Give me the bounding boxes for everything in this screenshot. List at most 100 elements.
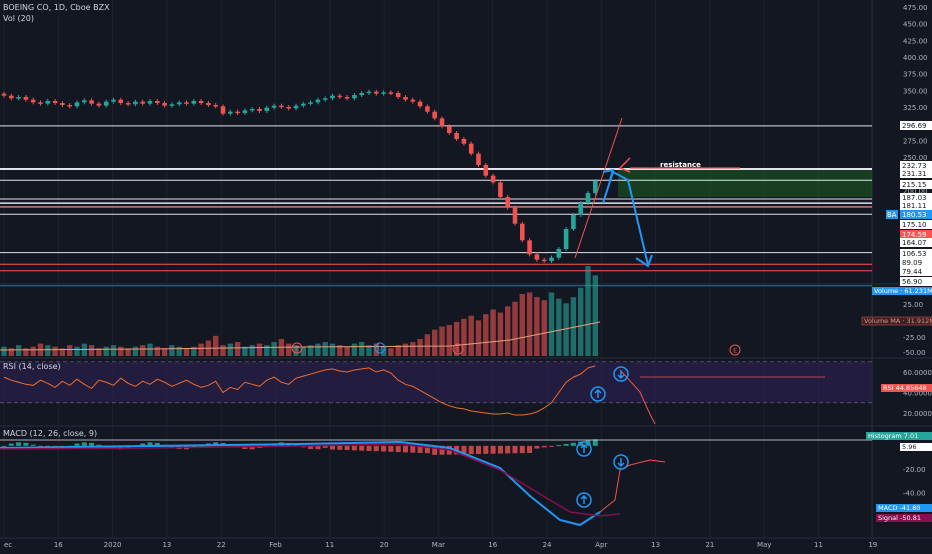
volume-bar (59, 348, 66, 356)
candle-body (60, 103, 65, 105)
price-label-text: 164.07 (902, 239, 927, 247)
candle-body (191, 101, 197, 104)
volume-bar (432, 329, 438, 356)
volume-bar (519, 294, 525, 356)
candle-body (571, 215, 576, 229)
candle-body (133, 101, 138, 105)
price-label-text: 187.03 (902, 194, 927, 202)
candle-body (432, 111, 437, 119)
volume-bar (439, 326, 445, 356)
price-label-box (900, 180, 932, 189)
price-label-text: 175.10 (902, 221, 927, 229)
resistance-label: resistance (660, 161, 701, 169)
x-tick-label: 16 (488, 541, 497, 549)
candle-body (213, 105, 218, 107)
event-marker-label: E (733, 348, 737, 355)
candle-body (410, 99, 416, 102)
price-label-box (900, 161, 932, 170)
event-marker-icon (291, 342, 303, 354)
candle-body (585, 193, 591, 203)
macd-arrow-up-glyph (580, 443, 588, 453)
projection-arrow (602, 170, 649, 266)
candle-body (578, 203, 583, 215)
price-label-box (900, 230, 932, 239)
macd-histogram-bar (344, 445, 350, 451)
event-marker-icon (374, 342, 386, 354)
macd-histogram-bar (395, 445, 401, 453)
volume-bar (578, 287, 584, 356)
macd-line (0, 440, 601, 527)
macd-histogram-bar (30, 444, 36, 446)
candle-body (169, 104, 175, 106)
arrow-head-up (602, 168, 615, 181)
macd-histogram-bar (249, 445, 255, 450)
macd-histogram-bar (23, 442, 29, 446)
macd-histogram-bar (432, 445, 438, 455)
x-tick-label: 2020 (104, 541, 122, 549)
price-label-text: 180.53 (902, 211, 927, 219)
candle-body (279, 105, 284, 108)
price-label-text: 231.31 (902, 170, 927, 178)
candle-body (490, 175, 496, 183)
volume-bar (505, 306, 511, 356)
macd-histogram-bar (424, 445, 430, 454)
x-tick-label: 20 (380, 541, 389, 549)
macd-histogram-bar (81, 442, 87, 446)
histogram-value-text: 5.96 (902, 443, 916, 451)
volume-label-box (872, 287, 932, 295)
volume-bar (446, 325, 452, 356)
volume-ma-line (0, 321, 601, 351)
x-tick-label: Mar (432, 541, 445, 549)
candle-body (155, 101, 160, 103)
price-tick-label: 325.00 (903, 104, 928, 112)
histogram-value-box (900, 443, 932, 451)
macd-histogram-bar (154, 442, 160, 446)
volume-bar (344, 346, 350, 356)
volume-ma-label-box (861, 316, 932, 326)
volume-bar (300, 346, 306, 356)
volume-bar (103, 346, 109, 356)
candle-body (52, 101, 58, 103)
candle-body (220, 106, 226, 114)
macd-histogram-bar (497, 445, 503, 454)
candle-body (527, 240, 532, 255)
macd-histogram-bar (534, 445, 540, 449)
candle-body (322, 98, 328, 100)
volume-bar (147, 343, 153, 356)
price-label-box (900, 267, 932, 276)
candle-body (403, 97, 408, 100)
price-tick-label: 475.00 (903, 4, 928, 12)
rsi-value-box (881, 384, 932, 392)
volume-bar (563, 303, 569, 356)
event-marker-icon (452, 343, 464, 355)
rsi-value-text: RSI 44.85648 (883, 384, 927, 392)
candle-body (228, 111, 233, 114)
candle-body (111, 99, 116, 102)
candle-body (417, 101, 423, 107)
price-label-box (900, 238, 932, 247)
volume-bar (1, 346, 7, 356)
candle-body (264, 107, 270, 111)
candle-body (556, 249, 562, 258)
macd-histogram-bar (592, 439, 598, 446)
volume-bar (52, 346, 58, 356)
resistance-zone (618, 169, 872, 197)
candle-body (352, 95, 357, 99)
x-tick-label: 11 (814, 541, 823, 549)
volume-bar (96, 348, 102, 356)
candle-body (447, 126, 452, 133)
x-tick-label: 16 (54, 541, 63, 549)
event-marker-icon (729, 344, 741, 356)
macd-histogram-bar (351, 445, 357, 451)
macd-histogram-bar (388, 445, 394, 452)
macd-histogram-bar (476, 445, 481, 455)
volume-bar (30, 346, 36, 356)
macd-histogram-bar (366, 445, 372, 451)
volume-bar (490, 309, 496, 356)
macd-histogram-bar (519, 445, 525, 454)
candle-body (184, 102, 189, 104)
volume-bar (213, 335, 219, 356)
macd-histogram-bar (96, 444, 102, 446)
macd-histogram-bar (381, 445, 387, 452)
